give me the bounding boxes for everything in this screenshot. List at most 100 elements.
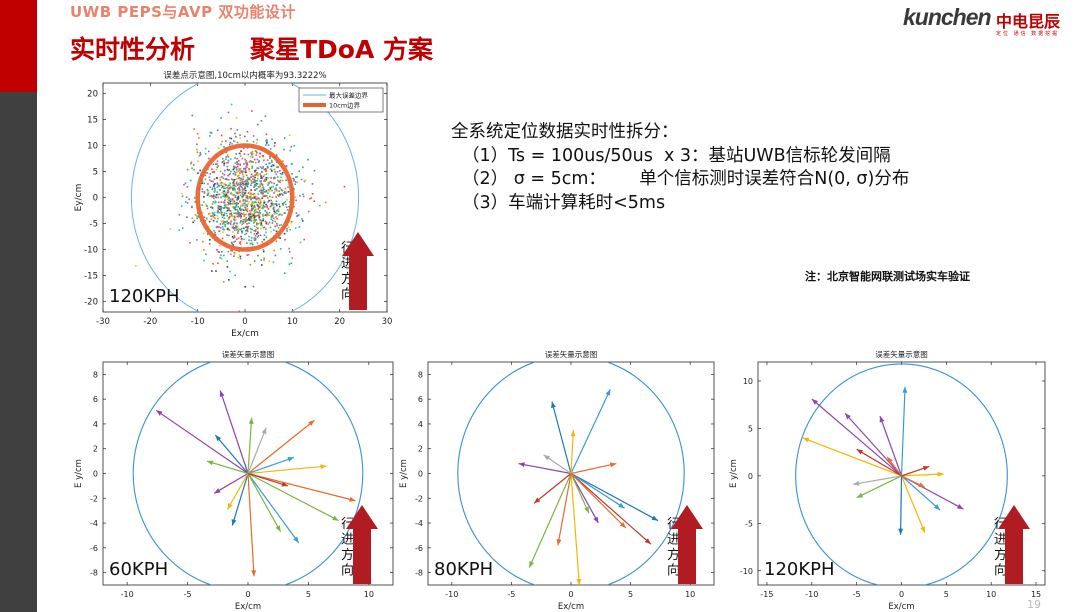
scatter-point [240, 217, 242, 219]
scatter-point [222, 222, 225, 224]
error-vector [528, 473, 572, 568]
scatter-point [210, 132, 213, 134]
scatter-point [260, 187, 262, 190]
scatter-point [249, 218, 252, 221]
x-tick-label: -5 [184, 590, 192, 599]
scatter-point [194, 214, 197, 216]
vector-arrowhead [856, 492, 864, 498]
vector-arrowhead [593, 516, 599, 524]
scatter-point [276, 210, 278, 212]
scatter-point [279, 213, 281, 216]
scatter-point [255, 150, 258, 153]
scatter-point [246, 230, 249, 233]
scatter-point [228, 207, 230, 210]
scatter-point [228, 184, 230, 187]
x-tick-label: -10 [445, 590, 458, 599]
scatter-point [203, 259, 205, 262]
scatter-point [247, 183, 250, 185]
scatter-point [243, 153, 246, 155]
scatter-point [277, 194, 279, 197]
scatter-point [215, 194, 218, 196]
scatter-point [228, 198, 230, 201]
scatter-point [251, 165, 254, 168]
scatter-point [212, 262, 214, 265]
scatter-point [252, 181, 255, 184]
scatter-point [234, 194, 237, 197]
x-tick-label: 30 [382, 317, 393, 327]
y-tick-label: -10 [84, 246, 98, 256]
scatter-point [273, 208, 275, 211]
scatter-point [259, 212, 262, 215]
error-vector [247, 417, 253, 474]
error-vector [206, 460, 249, 475]
scatter-point [256, 214, 259, 217]
scatter-point [224, 199, 226, 202]
scatter-point [248, 201, 250, 203]
scatter-point [196, 239, 198, 241]
scatter-point [242, 221, 244, 223]
x-tick-label: 10 [685, 590, 695, 599]
scatter-point [267, 177, 270, 180]
left-sidebar-band [0, 0, 37, 612]
scatter-point [196, 143, 198, 146]
scatter-point [185, 196, 188, 199]
scatter-point [225, 151, 227, 154]
scatter-point [261, 191, 263, 194]
scatter-point [201, 190, 204, 193]
scatter-point [267, 192, 269, 194]
scatter-point [253, 179, 256, 182]
scatter-point [303, 238, 305, 241]
scatter-point [241, 209, 244, 211]
scatter-point [238, 176, 241, 179]
scatter-point [242, 178, 245, 180]
scatter-point [265, 133, 268, 136]
scatter-point [254, 209, 256, 212]
scatter-point [239, 200, 241, 203]
scatter-point [223, 214, 225, 216]
scatter-point [209, 131, 212, 134]
scatter-point [193, 219, 196, 222]
scatter-point [241, 223, 243, 226]
scatter-point [253, 186, 255, 189]
scatter-point [241, 231, 243, 234]
error-vector [900, 475, 903, 535]
vector-arrowhead [619, 522, 626, 529]
scatter-point [265, 211, 268, 214]
scatter-point [288, 250, 291, 253]
scatter-point [251, 156, 254, 158]
scatter-point [249, 191, 251, 193]
scatter-point [276, 209, 279, 211]
scatter-point [252, 195, 255, 198]
scatter-point [259, 183, 262, 186]
direction-label-char: 进 [994, 533, 1007, 548]
scatter-point [276, 171, 279, 173]
scatter-point [273, 177, 275, 180]
scatter-point [246, 184, 248, 187]
y-axis-label: Ey/cm [74, 184, 84, 212]
scatter-point [231, 249, 234, 252]
scatter-point [262, 187, 265, 189]
scatter-point [184, 182, 187, 185]
vector-arrowhead [293, 536, 299, 543]
scatter-point [210, 206, 212, 209]
scatter-point [241, 196, 244, 199]
scatter-point [236, 141, 239, 144]
page-subtitle: 聚星TDoA 方案 [250, 35, 434, 64]
vector-arrowhead [287, 457, 294, 462]
scatter-point [192, 164, 195, 166]
scatter-point [288, 247, 290, 250]
scatter-point [239, 208, 242, 210]
scatter-point [239, 191, 242, 194]
scatter-point [277, 179, 279, 182]
scatter-point [254, 171, 256, 173]
scatter-point [256, 197, 258, 200]
scatter-point [208, 157, 210, 160]
scatter-point [232, 184, 234, 187]
scatter-point [250, 220, 253, 222]
scatter-point [270, 186, 273, 189]
scatter-point [307, 210, 310, 213]
scatter-point [227, 111, 230, 114]
scatter-point [234, 202, 237, 205]
scatter-point [267, 181, 269, 184]
scatter-point [213, 184, 215, 186]
